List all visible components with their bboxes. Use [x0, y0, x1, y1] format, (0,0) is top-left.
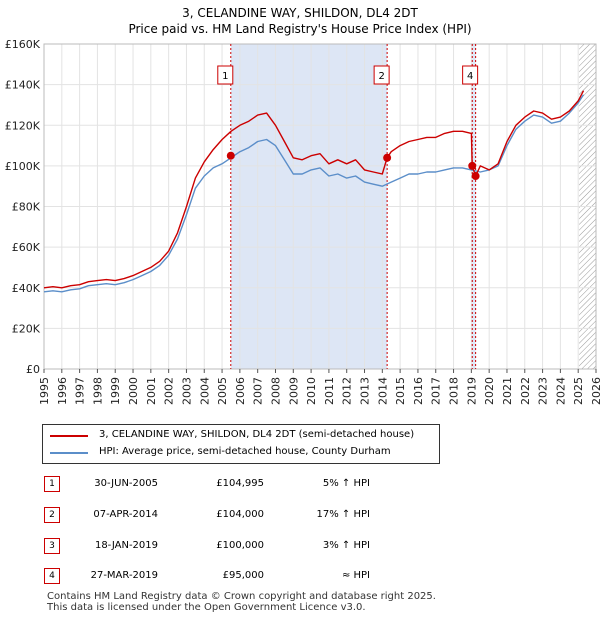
legend-label-hpi: HPI: Average price, semi-detached house,… — [99, 446, 391, 457]
x-tick-label: 2013 — [359, 377, 372, 405]
chart-subtitle: Price paid vs. HM Land Registry's House … — [128, 22, 472, 36]
x-tick-label: 2007 — [252, 377, 265, 405]
x-tick-label: 2021 — [501, 377, 514, 405]
footer-copyright: Contains HM Land Registry data © Crown c… — [47, 591, 436, 602]
transaction-price: £100,000 — [216, 540, 264, 551]
sale-marker-label: 1 — [222, 71, 228, 82]
legend-swatch-property — [50, 435, 88, 437]
x-tick-label: 2019 — [465, 377, 478, 405]
x-tick-label: 2016 — [412, 377, 425, 405]
sale-marker-label: 4 — [467, 71, 473, 82]
y-tick-label: £160K — [5, 38, 41, 51]
x-tick-label: 2024 — [554, 377, 567, 405]
legend-swatch-hpi — [50, 452, 88, 454]
x-tick-label: 2003 — [180, 377, 193, 405]
x-tick-label: 2010 — [305, 377, 318, 405]
x-tick-label: 1995 — [38, 377, 51, 405]
transaction-number: 3 — [44, 538, 60, 554]
hpi-line — [43, 94, 585, 293]
x-tick-label: 1999 — [109, 377, 122, 405]
transaction-date: 18-JAN-2019 — [94, 540, 158, 551]
chart-title: 3, CELANDINE WAY, SHILDON, DL4 2DT — [182, 6, 418, 20]
transaction-hpi: 17% ↑ HPI — [316, 509, 370, 520]
footer-licence: This data is licensed under the Open Gov… — [47, 602, 366, 613]
x-tick-label: 2023 — [537, 377, 550, 405]
transaction-hpi: 5% ↑ HPI — [322, 478, 370, 489]
transaction-price: £95,000 — [222, 570, 264, 581]
sale-marker-box — [373, 65, 390, 85]
price-chart: £0 £20K £40K £60K £80K £100K £120K £140K £160K 19… — [5, 38, 600, 405]
transaction-date: 07-APR-2014 — [93, 509, 158, 520]
transaction-row: 3 18-JAN-2019 £100,000 3% ↑ HPI — [0, 538, 600, 556]
transaction-date: 27-MAR-2019 — [90, 570, 158, 581]
transaction-row: 2 07-APR-2014 £104,000 17% ↑ HPI — [0, 507, 600, 525]
y-tick-label: £60K — [12, 241, 41, 254]
legend: 3, CELANDINE WAY, SHILDON, DL4 2DT (semi… — [42, 424, 440, 464]
property-price-line — [43, 90, 585, 289]
sale-marker-label: 2 — [378, 71, 384, 82]
transaction-price: £104,000 — [216, 509, 264, 520]
y-tick-label: £120K — [5, 119, 41, 132]
x-tick-label: 2001 — [145, 377, 158, 405]
sale-point — [383, 153, 392, 162]
sale-point — [226, 151, 235, 160]
x-tick-label: 1996 — [56, 377, 69, 405]
y-tick-label: £140K — [5, 79, 41, 92]
x-tick-label: 2017 — [430, 377, 443, 405]
x-tick-label: 2025 — [572, 377, 585, 405]
x-tick-label: 2004 — [198, 377, 211, 405]
x-tick-label: 2008 — [269, 377, 282, 405]
transaction-hpi: ≈ HPI — [341, 570, 370, 581]
transaction-date: 30-JUN-2005 — [94, 478, 158, 489]
x-tick-label: 2000 — [127, 377, 140, 405]
x-tick-label: 2015 — [394, 377, 407, 405]
sale-marker-box — [217, 65, 234, 85]
legend-label-property: 3, CELANDINE WAY, SHILDON, DL4 2DT (semi… — [99, 429, 415, 440]
transaction-number: 1 — [44, 476, 60, 492]
x-tick-label: 2012 — [341, 377, 354, 405]
x-tick-label: 2009 — [287, 377, 300, 405]
sale-marker-box — [462, 65, 479, 85]
x-tick-label: 2014 — [376, 377, 389, 405]
sale-point — [468, 161, 477, 170]
x-tick-label: 2026 — [590, 377, 600, 405]
x-tick-label: 2011 — [323, 377, 336, 405]
x-tick-label: 2006 — [234, 377, 247, 405]
x-tick-label: 2020 — [483, 377, 496, 405]
transaction-row: 1 30-JUN-2005 £104,995 5% ↑ HPI — [0, 476, 600, 494]
transaction-price: £104,995 — [216, 478, 264, 489]
y-tick-label: £40K — [12, 282, 41, 295]
sale-point — [471, 172, 480, 181]
x-tick-label: 1998 — [91, 377, 104, 405]
plot-frame — [43, 43, 597, 370]
transaction-hpi: 3% ↑ HPI — [322, 540, 370, 551]
x-tick-label: 2022 — [519, 377, 532, 405]
x-tick-label: 2005 — [216, 377, 229, 405]
x-tick-label: 1997 — [74, 377, 87, 405]
y-tick-label: £20K — [12, 322, 41, 335]
transaction-number: 4 — [44, 568, 60, 584]
transaction-number: 2 — [44, 507, 60, 523]
y-tick-label: £100K — [5, 160, 41, 173]
y-tick-label: £0 — [26, 363, 40, 376]
x-tick-label: 2018 — [448, 377, 461, 405]
y-tick-label: £80K — [12, 201, 41, 214]
transaction-row: 4 27-MAR-2019 £95,000 ≈ HPI — [0, 568, 600, 586]
x-tick-label: 2002 — [163, 377, 176, 405]
